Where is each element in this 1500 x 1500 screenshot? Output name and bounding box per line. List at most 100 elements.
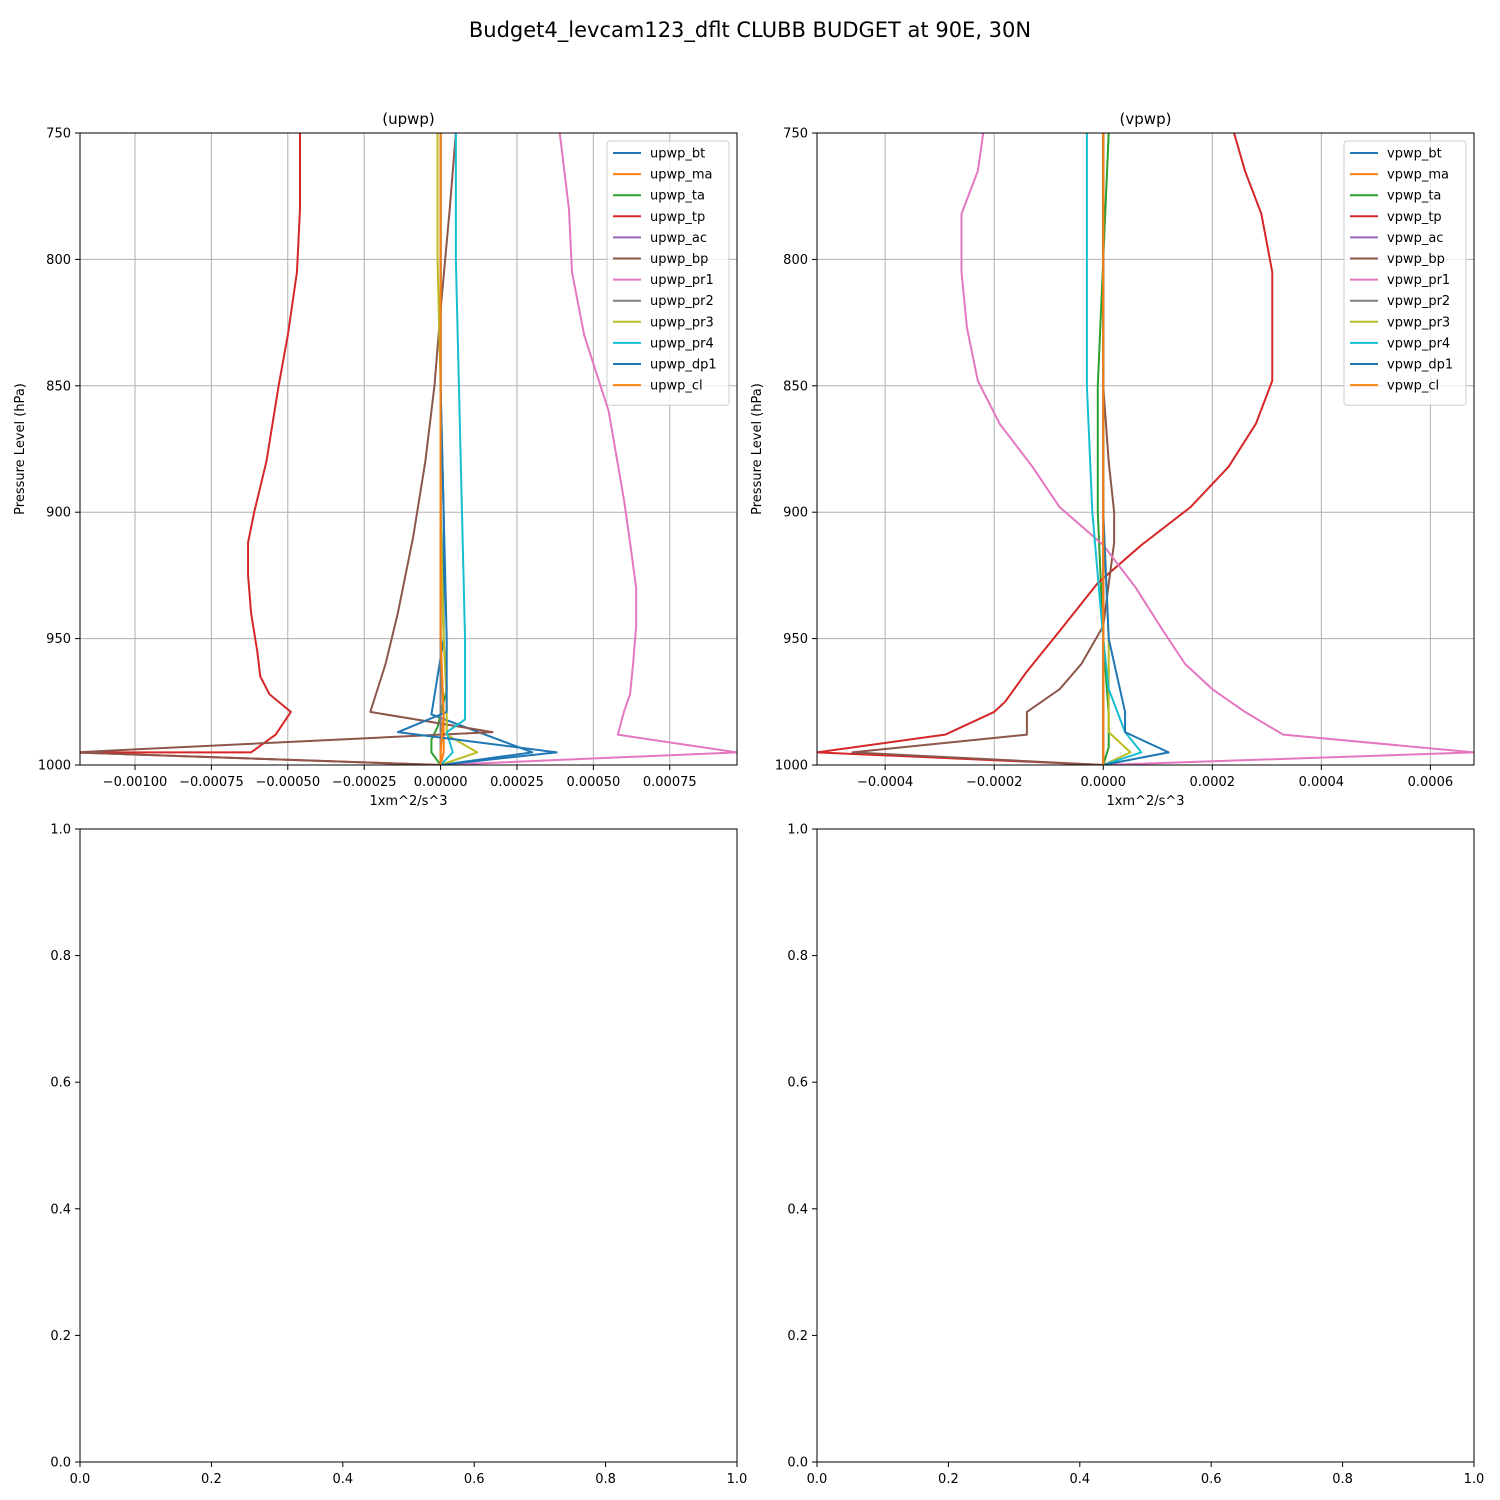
y-tick-label: 0.6 xyxy=(787,1076,808,1091)
x-tick-label: 0.4 xyxy=(332,1472,353,1487)
legend-label: vpwp_ta xyxy=(1387,189,1441,204)
figure-title: Budget4_levcam123_dflt CLUBB BUDGET at 9… xyxy=(469,18,1031,43)
series-line-upwp_pr1 xyxy=(440,133,737,765)
x-tick-label: 0.0000 xyxy=(1080,775,1126,790)
x-axis-label: 1xm^2/s^3 xyxy=(1106,794,1184,809)
legend-label: vpwp_bp xyxy=(1387,252,1445,267)
x-tick-label: 0.00025 xyxy=(490,775,544,790)
subplot-1: −0.00100 −0.00075 −0.00050 −0.00025 0.00000 0… xyxy=(13,110,738,809)
y-tick-label: 0.4 xyxy=(50,1202,71,1217)
axes-frame xyxy=(79,828,738,1463)
legend-label: upwp_pr2 xyxy=(650,294,714,309)
y-tick-label: 1.0 xyxy=(787,823,808,838)
series-line-upwp_pr4 xyxy=(439,133,467,765)
x-tick-label: 0.6 xyxy=(464,1472,485,1487)
x-tick-label: −0.0002 xyxy=(966,775,1022,790)
y-tick-label: 0.2 xyxy=(787,1329,808,1344)
legend: vpwp_bt vpwp_ma vpwp_ta vpwp_tp vpwp_ac vpwp_… xyxy=(1343,140,1467,406)
x-tick-label: 0.00075 xyxy=(643,775,697,790)
x-tick-label: 0.00000 xyxy=(414,775,468,790)
y-tick-label: 0.0 xyxy=(787,1456,808,1471)
axes-frame xyxy=(79,132,738,766)
y-tick-label: 1000 xyxy=(38,759,71,774)
legend-label: upwp_pr4 xyxy=(650,336,714,351)
legend-label: upwp_ma xyxy=(650,168,713,183)
series-line-upwp_cl xyxy=(439,133,445,765)
subplot-title: (vpwp) xyxy=(1120,110,1172,128)
legend-label: upwp_bp xyxy=(650,252,708,267)
legend-label: upwp_pr1 xyxy=(650,273,714,288)
y-tick-label: 0.6 xyxy=(50,1076,71,1091)
y-tick-label: 800 xyxy=(783,253,808,268)
y-tick-label: 1000 xyxy=(775,759,808,774)
y-tick-label: 950 xyxy=(46,632,71,647)
legend-label: vpwp_tp xyxy=(1387,210,1442,225)
legend-label: upwp_tp xyxy=(650,210,705,225)
y-tick-label: 0.4 xyxy=(787,1202,808,1217)
series-line-upwp_pr3 xyxy=(436,133,479,765)
legend-label: vpwp_bt xyxy=(1387,147,1442,162)
y-tick-label: 0.0 xyxy=(50,1456,71,1471)
x-tick-label: 0.2 xyxy=(938,1472,959,1487)
legend-box xyxy=(606,140,730,406)
series-group xyxy=(80,133,737,765)
x-tick-label: 0.0 xyxy=(807,1472,828,1487)
legend-label: vpwp_pr3 xyxy=(1387,315,1450,330)
x-tick-label: 0.0 xyxy=(70,1472,91,1487)
x-tick-label: 1.0 xyxy=(727,1472,748,1487)
x-tick-label: 0.8 xyxy=(1332,1472,1353,1487)
series-line-upwp_tp xyxy=(80,133,441,765)
subplot-2: −0.0004 −0.0002 0.0000 0.0002 0.0004 0.0006 75… xyxy=(750,110,1475,809)
y-tick-label: 0.8 xyxy=(787,949,808,964)
x-tick-label: 0.0004 xyxy=(1299,775,1345,790)
legend-label: vpwp_pr4 xyxy=(1387,336,1450,351)
x-tick-label: 0.0006 xyxy=(1408,775,1454,790)
x-tick-label: 0.8 xyxy=(595,1472,616,1487)
x-tick-label: −0.00100 xyxy=(103,775,168,790)
y-axis-label: Pressure Level (hPa) xyxy=(750,383,765,515)
y-tick-label: 0.2 xyxy=(50,1329,71,1344)
legend-label: upwp_cl xyxy=(650,379,703,394)
y-tick-label: 900 xyxy=(46,506,71,521)
series-line-vpwp_pr1 xyxy=(960,133,1474,765)
y-tick-label: 1.0 xyxy=(50,823,71,838)
legend-label: upwp_ac xyxy=(650,231,707,246)
x-tick-label: 0.0002 xyxy=(1190,775,1236,790)
legend-label: vpwp_pr2 xyxy=(1387,294,1450,309)
subplot-4: 0.0 0.2 0.4 0.6 0.8 1.0 0.0 0.2 0.4 0.6 0.8 1.0 xyxy=(787,823,1484,1488)
x-tick-label: 0.2 xyxy=(201,1472,222,1487)
y-tick-label: 800 xyxy=(46,253,71,268)
legend-label: upwp_ta xyxy=(650,189,705,204)
series-group xyxy=(817,133,1474,765)
legend: upwp_bt upwp_ma upwp_ta upwp_tp upwp_ac upwp_… xyxy=(606,140,730,406)
y-tick-label: 750 xyxy=(783,127,808,142)
legend-label: upwp_pr3 xyxy=(650,315,714,330)
y-tick-label: 750 xyxy=(46,127,71,142)
legend-box xyxy=(1343,140,1467,406)
x-tick-label: −0.00075 xyxy=(179,775,244,790)
y-tick-label: 950 xyxy=(783,632,808,647)
axes-frame xyxy=(816,132,1475,766)
subplot-3: 0.0 0.2 0.4 0.6 0.8 1.0 0.0 0.2 0.4 0.6 0.8 1.0 xyxy=(50,823,747,1488)
legend-label: vpwp_dp1 xyxy=(1387,358,1453,373)
x-axis-label: 1xm^2/s^3 xyxy=(369,794,447,809)
legend-label: vpwp_ma xyxy=(1387,168,1449,183)
x-tick-label: 1.0 xyxy=(1464,1472,1485,1487)
legend-label: vpwp_pr1 xyxy=(1387,273,1450,288)
y-tick-label: 850 xyxy=(783,379,808,394)
x-tick-label: −0.00050 xyxy=(255,775,320,790)
axes-frame xyxy=(816,828,1475,1463)
y-axis-label: Pressure Level (hPa) xyxy=(13,383,28,515)
legend-label: upwp_bt xyxy=(650,147,705,162)
x-tick-label: 0.00050 xyxy=(566,775,620,790)
subplot-grid: −0.00100 −0.00075 −0.00050 −0.00025 0.00000 0… xyxy=(13,110,1484,1487)
series-line-vpwp_tp xyxy=(817,133,1274,765)
y-tick-label: 900 xyxy=(783,506,808,521)
x-tick-label: −0.0004 xyxy=(857,775,913,790)
legend-label: vpwp_ac xyxy=(1387,231,1443,246)
subplot-title: (upwp) xyxy=(382,110,435,128)
y-tick-label: 0.8 xyxy=(50,949,71,964)
legend-label: upwp_dp1 xyxy=(650,358,717,373)
